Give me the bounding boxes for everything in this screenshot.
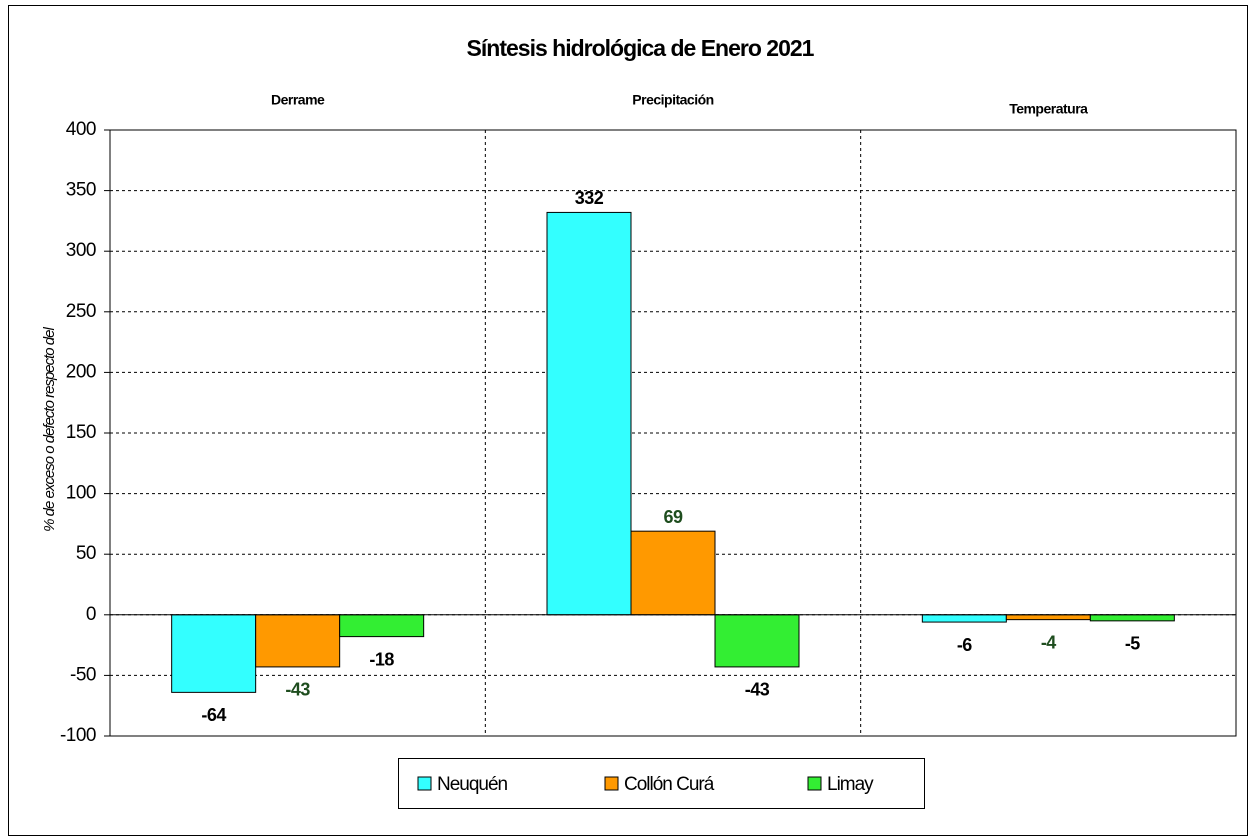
- value-label: -5: [1125, 634, 1140, 654]
- value-label: -64: [201, 705, 226, 725]
- bar: [714, 614, 800, 668]
- y-tick-label: 250: [66, 301, 96, 322]
- category-label: Precipitación: [632, 92, 713, 108]
- bar: [630, 530, 716, 616]
- value-label: 332: [575, 188, 604, 208]
- legend: Neuquén Collón Curá Limay: [398, 758, 925, 809]
- y-tick-label: 0: [86, 604, 96, 625]
- legend-label: Limay: [827, 774, 874, 795]
- legend-box: [398, 758, 925, 809]
- y-tick-label: 50: [76, 543, 96, 564]
- value-label: -18: [369, 649, 394, 669]
- bar: [171, 614, 257, 693]
- legend-swatch: [604, 776, 619, 791]
- value-label: -43: [285, 680, 310, 700]
- chart-title: Síntesis hidrológica de Enero 2021: [467, 35, 815, 61]
- plot-border: [109, 129, 1237, 737]
- value-label: 69: [663, 507, 683, 527]
- legend-swatch: [807, 776, 822, 791]
- y-tick-label: 200: [66, 361, 96, 382]
- category-label: Derrame: [271, 92, 325, 108]
- y-tick-label: 400: [66, 119, 96, 140]
- legend-label: Collón Curá: [624, 774, 715, 795]
- y-tick-label: -100: [60, 725, 96, 746]
- y-tick-label: 100: [66, 483, 96, 504]
- value-label: -6: [957, 635, 972, 655]
- y-axis-title: % de exceso o defecto respecto del: [41, 327, 58, 532]
- y-tick-label: 150: [66, 422, 96, 443]
- bar: [546, 211, 632, 616]
- category-label: Temperatura: [1009, 101, 1088, 117]
- y-tick-label: 300: [66, 240, 96, 261]
- bar: [255, 614, 341, 668]
- bar: [1089, 614, 1175, 622]
- value-label: -43: [745, 680, 770, 700]
- bar: [1005, 614, 1091, 621]
- legend-label: Neuquén: [437, 774, 508, 795]
- y-tick-label: 350: [66, 180, 96, 201]
- value-label: -4: [1041, 632, 1056, 652]
- bar: [921, 614, 1007, 623]
- legend-swatch: [417, 776, 432, 791]
- bar: [339, 614, 425, 638]
- y-tick-label: -50: [70, 664, 96, 685]
